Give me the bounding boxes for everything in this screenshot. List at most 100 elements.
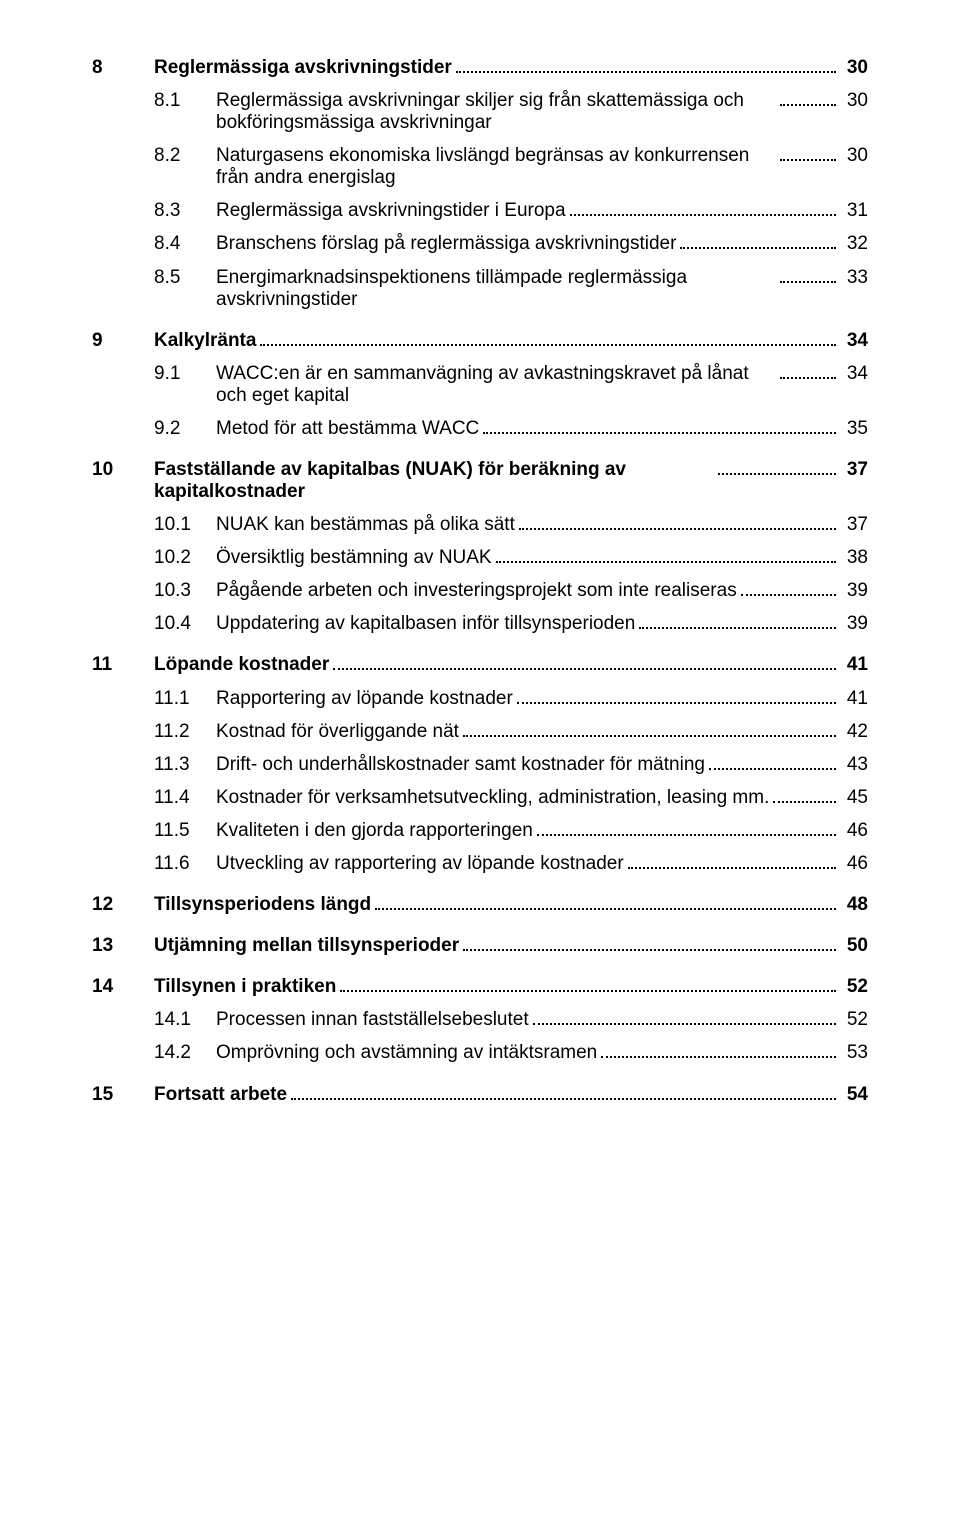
toc-entry-page: 30 [840, 90, 868, 112]
toc-leader-dots [456, 54, 836, 73]
toc-entry-page: 52 [840, 1009, 868, 1031]
toc-entry-page: 39 [840, 580, 868, 602]
toc-entry[interactable]: 9Kalkylränta34 [92, 327, 868, 352]
toc-leader-dots [483, 415, 836, 434]
toc-entry-label: Kostnad för överliggande nät [216, 721, 459, 743]
toc-entry-number: 10.2 [154, 547, 216, 569]
toc-entry-page: 45 [840, 787, 868, 809]
toc-entry[interactable]: 10.1NUAK kan bestämmas på olika sätt37 [92, 511, 868, 536]
toc-entry-page: 46 [840, 853, 868, 875]
toc-entry-label: Kvaliteten i den gjorda rapporteringen [216, 820, 533, 842]
toc-entry[interactable]: 8.4Branschens förslag på reglermässiga a… [92, 230, 868, 255]
toc-entry-page: 30 [840, 145, 868, 167]
toc-entry-label: Kalkylränta [154, 330, 256, 352]
toc-entry[interactable]: 11.3Drift- och underhållskostnader samt … [92, 751, 868, 776]
toc-entry-number: 13 [92, 935, 154, 957]
toc-entry[interactable]: 11Löpande kostnader41 [92, 651, 868, 676]
toc-entry[interactable]: 12Tillsynsperiodens längd 48 [92, 891, 868, 916]
toc-entry-label: Drift- och underhållskostnader samt kost… [216, 754, 705, 776]
toc-entry[interactable]: 8.2Naturgasens ekonomiska livslängd begr… [92, 142, 868, 189]
toc-page: 8Reglermässiga avskrivningstider30 8.1Reg… [0, 0, 960, 1168]
toc-leader-dots [463, 932, 836, 951]
toc-leader-dots [780, 360, 836, 379]
toc-leader-dots [601, 1039, 836, 1058]
toc-entry-label: Utveckling av rapportering av löpande ko… [216, 853, 624, 875]
toc-entry-page: 34 [840, 330, 868, 352]
toc-entry-number: 14 [92, 976, 154, 998]
toc-entry-page: 41 [840, 654, 868, 676]
toc-entry[interactable]: 15Fortsatt arbete54 [92, 1080, 868, 1105]
toc-entry-number: 8.5 [154, 267, 216, 289]
toc-entry-page: 41 [840, 688, 868, 710]
toc-entry-label: Löpande kostnader [154, 654, 329, 676]
toc-entry-number: 10 [92, 459, 154, 481]
toc-entry[interactable]: 11.4Kostnader för verksamhetsutveckling,… [92, 784, 868, 809]
toc-entry-number: 8.2 [154, 145, 216, 167]
toc-entry-label: NUAK kan bestämmas på olika sätt [216, 514, 515, 536]
toc-entry-number: 11.4 [154, 787, 216, 809]
toc-entry[interactable]: 14.1Processen innan fastställelsebeslute… [92, 1006, 868, 1031]
toc-entry[interactable]: 14.2Omprövning och avstämning av intäkts… [92, 1039, 868, 1064]
toc-entry[interactable]: 8.3Reglermässiga avskrivningstider i Eur… [92, 197, 868, 222]
toc-entry-page: 52 [840, 976, 868, 998]
toc-entry-number: 10.4 [154, 613, 216, 635]
toc-leader-dots [780, 263, 836, 282]
toc-entry[interactable]: 8.1Reglermässiga avskrivningar skiljer s… [92, 87, 868, 134]
toc-entry-label: Fortsatt arbete [154, 1084, 287, 1106]
toc-entry-number: 14.1 [154, 1009, 216, 1031]
toc-entry-page: 42 [840, 721, 868, 743]
toc-entry-number: 9.1 [154, 363, 216, 385]
toc-entry[interactable]: 8.5Energimarknadsinspektionens tillämpad… [92, 263, 868, 310]
toc-entry[interactable]: 9.1WACC:en är en sammanvägning av avkast… [92, 360, 868, 407]
toc-entry-number: 12 [92, 894, 154, 916]
toc-entry-label: Reglermässiga avskrivningstider [154, 57, 452, 79]
toc-entry-label: Tillsynen i praktiken [154, 976, 336, 998]
toc-entry-label: Tillsynsperiodens längd [154, 894, 371, 916]
toc-entry[interactable]: 8Reglermässiga avskrivningstider30 [92, 54, 868, 79]
toc-entry-number: 10.1 [154, 514, 216, 536]
toc-leader-dots [709, 751, 836, 770]
toc-entry-label: Reglermässiga avskrivningstider i Europa [216, 200, 566, 222]
toc-entry[interactable]: 11.5Kvaliteten i den gjorda rapportering… [92, 817, 868, 842]
toc-leader-dots [780, 87, 836, 106]
toc-entry-number: 11.1 [154, 688, 216, 710]
toc-leader-dots [773, 784, 836, 803]
toc-entry[interactable]: 10.2Översiktlig bestämning av NUAK 38 [92, 544, 868, 569]
toc-leader-dots [537, 817, 836, 836]
toc-entry[interactable]: 10.4Uppdatering av kapitalbasen inför ti… [92, 610, 868, 635]
toc-entry[interactable]: 9.2Metod för att bestämma WACC35 [92, 415, 868, 440]
toc-entry[interactable]: 14Tillsynen i praktiken 52 [92, 973, 868, 998]
toc-entry-page: 34 [840, 363, 868, 385]
toc-entry-label: Pågående arbeten och investeringsprojekt… [216, 580, 737, 602]
toc-entry-label: Översiktlig bestämning av NUAK [216, 547, 492, 569]
toc-entry[interactable]: 13Utjämning mellan tillsynsperioder50 [92, 932, 868, 957]
toc-entry-label: Utjämning mellan tillsynsperioder [154, 935, 459, 957]
toc-leader-dots [375, 891, 836, 910]
toc-entry-page: 31 [840, 200, 868, 222]
toc-entry-number: 8.4 [154, 233, 216, 255]
toc-entry-page: 48 [840, 894, 868, 916]
toc-leader-dots [680, 230, 836, 249]
toc-leader-dots [639, 610, 836, 629]
toc-leader-dots [260, 327, 836, 346]
toc-entry[interactable]: 11.1Rapportering av löpande kostnader 41 [92, 684, 868, 709]
toc-leader-dots [519, 511, 836, 530]
toc-entry[interactable]: 10Fastställande av kapitalbas (NUAK) för… [92, 456, 868, 503]
toc-entry-label: Rapportering av löpande kostnader [216, 688, 513, 710]
toc-entry-page: 37 [840, 459, 868, 481]
toc-entry-number: 11.6 [154, 853, 216, 875]
toc-entry-page: 35 [840, 418, 868, 440]
toc-entry[interactable]: 11.6Utveckling av rapportering av löpand… [92, 850, 868, 875]
toc-entry-page: 38 [840, 547, 868, 569]
toc-entry-page: 39 [840, 613, 868, 635]
toc-leader-dots [628, 850, 836, 869]
toc-entry-label: Energimarknadsinspektionens tillämpade r… [216, 267, 776, 311]
toc-entry-label: Uppdatering av kapitalbasen inför tillsy… [216, 613, 635, 635]
toc-entry[interactable]: 11.2Kostnad för överliggande nät 42 [92, 718, 868, 743]
toc-leader-dots [333, 651, 836, 670]
toc-entry-number: 11.2 [154, 721, 216, 743]
toc-entry-number: 9.2 [154, 418, 216, 440]
toc-leader-dots [741, 577, 836, 596]
toc-entry[interactable]: 10.3Pågående arbeten och investeringspro… [92, 577, 868, 602]
toc-entry-label: Omprövning och avstämning av intäktsrame… [216, 1042, 597, 1064]
